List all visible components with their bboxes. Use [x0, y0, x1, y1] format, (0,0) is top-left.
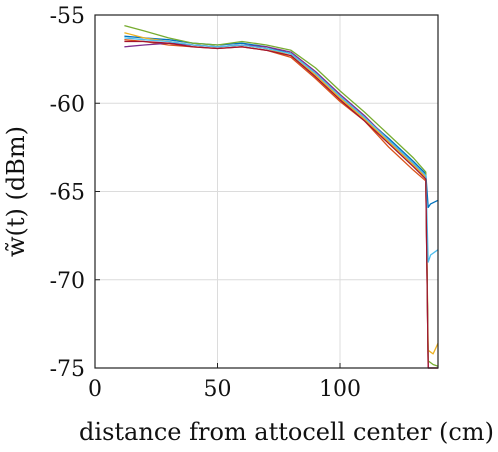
series-line-4	[124, 42, 438, 369]
series-line-2	[124, 39, 438, 369]
y-axis-label: w̃(t) (dBm)	[2, 126, 30, 257]
y-tick-label: -55	[50, 4, 85, 29]
x-tick-label: 100	[319, 377, 361, 402]
grid-lines	[95, 15, 438, 368]
x-axis-label: distance from attocell center (cm)	[79, 418, 494, 446]
y-tick-label: -75	[50, 357, 85, 382]
tick-marks	[94, 14, 341, 369]
x-tick-label: 0	[88, 377, 102, 402]
x-tick-label: 50	[204, 377, 232, 402]
y-tick-label: -70	[50, 269, 85, 294]
series-line-3	[124, 32, 439, 355]
series-group	[124, 24, 439, 369]
series-line-1	[124, 35, 439, 209]
series-line-5	[124, 24, 439, 367]
series-line-7	[124, 40, 438, 369]
y-tick-label: -60	[50, 92, 85, 117]
y-tick-label: -65	[50, 181, 85, 206]
tick-labels: 0 50 100 -55 -60 -65 -70 -75	[50, 4, 361, 402]
